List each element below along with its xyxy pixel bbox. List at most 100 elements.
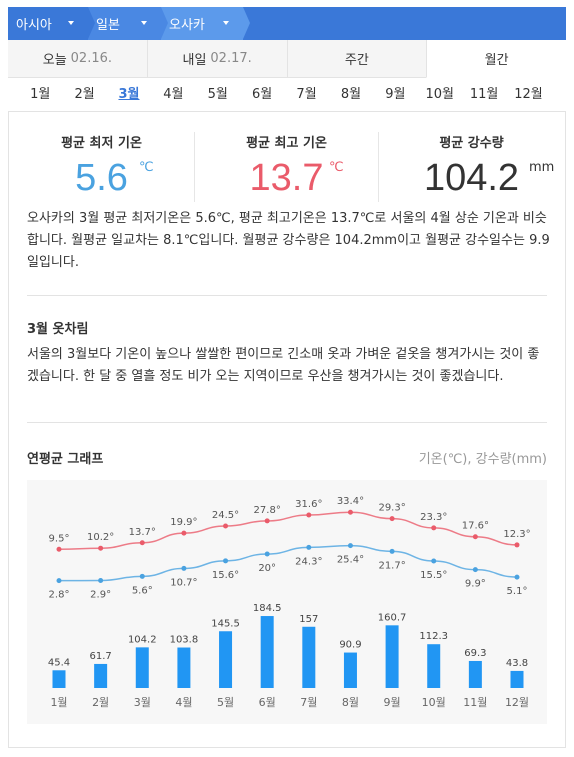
stat-value: 5.6 xyxy=(75,157,128,199)
monthly-description: 오사카의 3월 평균 최저기온은 5.6℃, 평균 최고기온은 13.7℃로 서… xyxy=(27,211,550,270)
stat-rainfall: 평균 강수량 104.2 mm xyxy=(379,132,564,202)
rain-bar xyxy=(302,626,316,688)
min-temp-label: 21.7° xyxy=(378,560,405,571)
rain-label: 112.3 xyxy=(419,631,448,642)
month-tick-label: 3월 xyxy=(134,696,151,709)
month-item-12[interactable]: 12월 xyxy=(514,86,543,102)
rain-bar xyxy=(177,647,191,688)
min-temp-label: 20° xyxy=(258,563,276,574)
graph-unit-label: 기온(℃), 강수량(mm) xyxy=(418,452,547,467)
max-temp-point xyxy=(389,516,395,522)
min-temp-point xyxy=(264,551,270,557)
month-item-1[interactable]: 1월 xyxy=(30,86,51,102)
stat-unit: ℃ xyxy=(139,160,154,175)
month-tick-label: 9월 xyxy=(384,696,401,709)
breadcrumb-item-osaka[interactable]: 오사카 xyxy=(161,7,250,40)
clothing-title: 3월 옷차림 xyxy=(27,322,89,337)
min-temp-label: 15.5° xyxy=(420,570,447,581)
month-item-2[interactable]: 2월 xyxy=(74,86,95,102)
divider xyxy=(27,422,547,423)
min-temp-point xyxy=(347,543,353,549)
tab-today[interactable]: 오늘 02.16. xyxy=(8,40,147,77)
tab-monthly[interactable]: 월간 xyxy=(426,40,566,78)
month-tick-label: 6월 xyxy=(259,696,276,709)
tab-date: 02.17. xyxy=(210,51,252,66)
month-tick-label: 4월 xyxy=(175,696,192,709)
month-item-6[interactable]: 6월 xyxy=(252,86,273,102)
chevron-down-icon xyxy=(223,21,229,25)
min-temp-label: 5.6° xyxy=(132,585,153,596)
max-temp-line xyxy=(58,511,518,551)
max-temp-label: 9.5° xyxy=(49,533,70,544)
month-item-3[interactable]: 3월 xyxy=(118,86,140,102)
period-tabs: 오늘 02.16. 내일 02.17. 주간 월간 xyxy=(8,40,566,78)
max-temp-label: 17.6° xyxy=(462,521,489,532)
min-temp-label: 10.7° xyxy=(170,577,197,588)
month-tick-label: 7월 xyxy=(300,696,317,709)
stat-value: 104.2 xyxy=(423,157,520,199)
month-tick-label: 11월 xyxy=(463,696,487,709)
month-tick-label: 2월 xyxy=(92,696,109,709)
rain-label: 61.7 xyxy=(90,651,112,662)
annual-chart-svg: 9.5° 10.2° 13.7° 19.9° 24.5° 27.8° 31.6° 33.4° 2… xyxy=(48,496,531,709)
min-temp-point xyxy=(306,544,312,550)
rain-bar xyxy=(94,663,108,688)
max-temp-label: 33.4° xyxy=(337,496,364,507)
clothing-text: 서울의 3월보다 기온이 높으나 쌀쌀한 편이므로 긴소매 옷과 가벼운 겉옷을… xyxy=(27,347,540,384)
separator xyxy=(161,7,168,39)
annual-chart: 9.5° 10.2° 13.7° 19.9° 24.5° 27.8° 31.6° 33.4° 2… xyxy=(27,480,547,724)
breadcrumb-item-japan[interactable]: 일본 xyxy=(88,7,168,40)
rain-label: 184.5 xyxy=(253,603,282,614)
max-temp-point xyxy=(264,518,270,524)
breadcrumb-label: 일본 xyxy=(96,18,120,33)
month-tick-label: 10월 xyxy=(422,696,446,709)
breadcrumb-item-asia[interactable]: 아시아 xyxy=(8,7,95,40)
month-item-10[interactable]: 10월 xyxy=(425,86,454,102)
max-temp-label: 24.5° xyxy=(212,510,239,521)
rain-label: 45.4 xyxy=(48,657,70,668)
min-temp-label: 9.9° xyxy=(465,579,486,590)
monthly-panel: 평균 최저 기온 5.6 ℃ 평균 최고 기온 13.7 ℃ 평균 강수량 10… xyxy=(8,112,566,748)
max-temp-point xyxy=(181,530,187,536)
month-tick-label: 8월 xyxy=(342,696,359,709)
rain-label: 69.3 xyxy=(464,648,486,659)
tab-date: 02.16. xyxy=(70,51,113,66)
min-temp-point xyxy=(223,558,229,564)
max-temp-label: 19.9° xyxy=(170,517,197,528)
separator xyxy=(88,7,95,39)
min-temp-point xyxy=(514,574,520,580)
rain-label: 104.2 xyxy=(128,634,157,645)
min-temp-point xyxy=(181,565,187,571)
month-item-8[interactable]: 8월 xyxy=(340,86,362,102)
month-tick-label: 1월 xyxy=(50,696,67,709)
max-temp-point xyxy=(347,509,353,515)
min-temp-line xyxy=(58,544,518,582)
chevron-down-icon xyxy=(141,21,147,25)
month-selector: 1월 2월 3월 4월 5월 6월 7월 8월 9월 10월 11월 12월 xyxy=(8,78,566,112)
min-temp-label: 2.9° xyxy=(90,590,111,601)
month-item-7[interactable]: 7월 xyxy=(296,86,317,102)
rain-label: 157 xyxy=(299,614,318,625)
rain-bar xyxy=(385,625,399,688)
month-item-5[interactable]: 5월 xyxy=(207,86,228,102)
stat-max-temp: 평균 최고 기온 13.7 ℃ xyxy=(194,132,379,202)
tab-tomorrow[interactable]: 내일 02.17. xyxy=(146,40,287,77)
month-item-4[interactable]: 4월 xyxy=(163,86,184,102)
stat-min-temp: 평균 최저 기온 5.6 ℃ xyxy=(9,132,194,202)
tab-label: 주간 xyxy=(344,53,369,68)
min-temp-label: 2.8° xyxy=(49,590,70,601)
chevron-down-icon xyxy=(68,21,74,25)
breadcrumb-label: 오사카 xyxy=(169,18,205,33)
max-temp-point xyxy=(306,512,312,518)
tab-weekly[interactable]: 주간 xyxy=(286,40,427,77)
breadcrumb-label: 아시아 xyxy=(16,18,52,33)
month-item-9[interactable]: 9월 xyxy=(385,86,406,102)
breadcrumb: 아시아 일본 오사카 xyxy=(8,7,566,40)
stat-unit: mm xyxy=(529,160,555,175)
rain-bar xyxy=(343,652,357,688)
tab-label: 내일 xyxy=(182,53,207,68)
month-item-11[interactable]: 11월 xyxy=(469,86,499,102)
max-temp-point xyxy=(514,542,520,548)
max-temp-point xyxy=(431,525,437,531)
max-temp-label: 23.3° xyxy=(420,512,447,523)
